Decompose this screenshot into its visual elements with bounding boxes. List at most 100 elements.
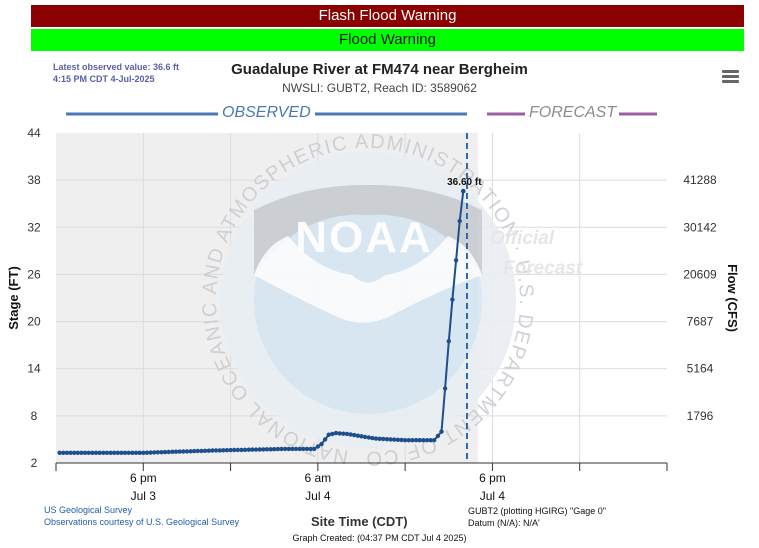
stage-point (439, 429, 444, 434)
stage-point (424, 438, 430, 443)
y2-tick-label: 20609 (683, 267, 717, 281)
stage-point (126, 450, 131, 455)
stage-point (366, 435, 371, 440)
stage-point (97, 450, 102, 455)
stage-point (119, 450, 124, 455)
stage-point (199, 448, 204, 454)
stage-point (159, 450, 164, 455)
x-tick-label-time: 6 pm (479, 471, 506, 485)
source-credits: US Geological Survey Observations courte… (44, 504, 239, 528)
stage-point (268, 447, 273, 452)
stage-point (362, 434, 368, 440)
stage-point (301, 446, 306, 452)
stage-point (297, 446, 302, 452)
graph-created-timestamp: Graph Created: (04:37 PM CDT Jul 4 2025) (292, 533, 467, 543)
gage-info: GUBT2 (plotting HGIRG) "Gage 0" Datum (N… (468, 505, 606, 529)
stage-point (384, 437, 390, 442)
stage-point (90, 450, 95, 455)
stage-point (86, 450, 91, 455)
chart-title: Guadalupe River at FM474 near Bergheim (231, 61, 528, 78)
stage-point (177, 449, 182, 454)
stage-point (130, 450, 135, 455)
stage-point (64, 450, 70, 455)
stage-point (133, 450, 139, 455)
x-tick-label-date: Jul 4 (305, 489, 331, 503)
stage-point (72, 450, 77, 455)
y2-tick-label: 7687 (687, 315, 714, 329)
source-usgs: US Geological Survey (44, 505, 133, 515)
stage-point (104, 450, 110, 455)
stage-point (239, 447, 244, 453)
gage-plotting: GUBT2 (plotting HGIRG) "Gage 0" (468, 506, 606, 516)
stage-point (210, 448, 215, 453)
stage-point (228, 447, 233, 453)
y2-tick-label: 1796 (687, 409, 714, 423)
stage-point (115, 450, 121, 455)
y-tick-label: 2 (31, 456, 38, 470)
stage-point (344, 431, 350, 437)
y-tick-label: 20 (27, 315, 41, 329)
x-tick-label-time: 6 pm (130, 471, 157, 485)
stage-point (315, 444, 321, 449)
stage-point (330, 431, 335, 437)
stage-point (152, 450, 157, 455)
stage-point (68, 450, 73, 455)
stage-point (461, 188, 466, 194)
stage-point (359, 434, 364, 439)
stage-point (312, 446, 317, 452)
stage-point (435, 433, 441, 439)
stage-point (112, 450, 117, 455)
stage-point (282, 446, 288, 452)
flood-warning-banner: Flood Warning (31, 29, 744, 51)
stage-point (213, 448, 219, 453)
stage-point (224, 448, 230, 453)
stage-point (155, 450, 160, 455)
stage-point (326, 432, 331, 437)
latest-observed-info: Latest observed value: 36.6 ft 4:15 PM C… (53, 61, 179, 85)
stage-point (417, 438, 422, 443)
y2-axis-title: Flow (CFS) (725, 264, 740, 332)
stage-point (381, 436, 386, 442)
chart-subtitle: NWSLI: GUBT2, Reach ID: 3589062 (282, 81, 477, 95)
chart-axes: 6 pm Jul 3 6 am Jul 4 6 pm Jul 4 2 8 14 20 26 32 38 4… (27, 126, 717, 503)
stage-point (184, 449, 190, 454)
stage-point (286, 446, 291, 452)
stage-point (217, 448, 222, 453)
x-tick-label-time: 6 am (305, 471, 332, 485)
stage-point (341, 431, 346, 436)
x-tick-label-date: Jul 4 (480, 489, 506, 503)
stage-point (264, 447, 270, 452)
stage-point (402, 438, 408, 443)
stage-point (82, 450, 88, 455)
stage-point (290, 446, 295, 452)
stage-point (453, 258, 459, 263)
stage-point (137, 450, 142, 455)
hamburger-menu-icon[interactable] (722, 70, 739, 84)
stage-point (410, 438, 415, 443)
official-forecast-watermark-1: Official (490, 228, 555, 249)
stage-point (432, 438, 437, 443)
stage-point (250, 447, 255, 452)
stage-point (253, 447, 259, 452)
y2-tick-label: 30142 (683, 220, 717, 234)
stage-point (279, 446, 284, 452)
stage-point (406, 438, 411, 443)
y2-tick-label: 5164 (687, 362, 714, 376)
y-axis-title: Stage (FT) (6, 266, 21, 330)
noaa-logo-text: NOAA (295, 213, 433, 262)
stage-point (246, 447, 251, 452)
stage-point (395, 437, 401, 442)
stage-point (275, 446, 281, 452)
stage-point (355, 433, 361, 438)
gage-datum: Datum (N/A): N/A' (468, 518, 540, 528)
stage-point (242, 447, 248, 452)
source-courtesy: Observations courtesy of U.S. Geological… (44, 517, 240, 527)
stage-point (446, 339, 451, 344)
stage-point (232, 447, 237, 453)
stage-point (148, 450, 153, 455)
stage-point (322, 437, 328, 442)
stage-point (442, 386, 448, 391)
stage-series (57, 188, 466, 455)
official-forecast-watermark-2: Forecast (503, 258, 583, 279)
